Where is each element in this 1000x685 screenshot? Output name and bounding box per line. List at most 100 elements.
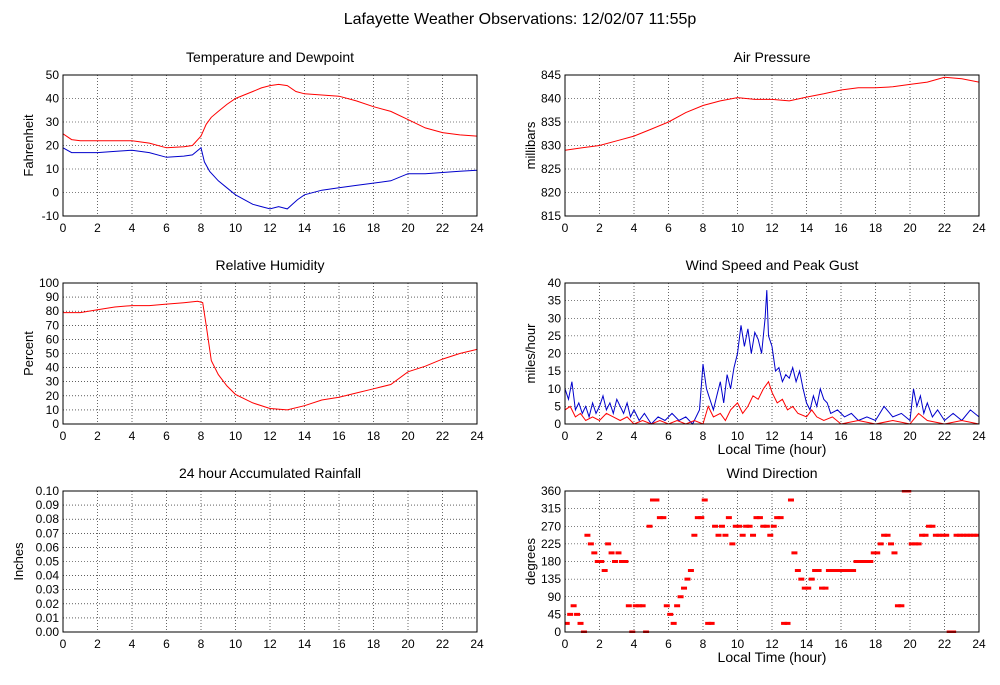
x-tick-label: 2: [94, 637, 101, 651]
x-tick-label: 16: [834, 637, 848, 651]
series-line-0: [565, 76, 979, 151]
x-tick-label: 14: [298, 221, 312, 235]
y-tick-label: 825: [541, 162, 561, 176]
y-tick-label: 0.01: [36, 611, 60, 625]
direction-point: [846, 569, 853, 573]
direction-point: [681, 586, 688, 590]
direction-point: [925, 524, 932, 528]
direction-point: [756, 516, 763, 520]
y-tick-label: 15: [548, 364, 562, 378]
direction-point: [870, 551, 877, 555]
y-tick-label: 30: [46, 115, 60, 129]
plot-frame: [62, 74, 478, 217]
y-tick-label: 845: [541, 68, 561, 82]
y-tick-label: 20: [46, 139, 60, 153]
direction-point: [663, 604, 670, 608]
direction-point: [791, 551, 798, 555]
x-tick-label: 14: [800, 429, 814, 443]
direction-point: [960, 533, 967, 537]
direction-point: [919, 533, 926, 537]
direction-point: [674, 604, 681, 608]
direction-point: [677, 595, 684, 599]
x-tick-label: 0: [562, 637, 569, 651]
x-tick-label: 22: [938, 637, 952, 651]
direction-point: [770, 524, 777, 528]
direction-point: [819, 586, 826, 590]
x-tick-label: 24: [972, 429, 986, 443]
y-tick-label: 0: [554, 625, 561, 639]
x-tick-label: 4: [129, 221, 136, 235]
direction-point: [649, 498, 656, 502]
direction-point: [777, 516, 784, 520]
direction-point: [860, 560, 867, 563]
direction-point: [915, 542, 922, 546]
direction-point: [815, 569, 822, 573]
y-tick-label: 0: [554, 417, 561, 431]
y-tick-label: 0.07: [36, 526, 60, 540]
x-tick-label: 22: [436, 429, 450, 443]
direction-point: [832, 569, 839, 573]
y-tick-label: 60: [46, 332, 60, 346]
direction-point: [936, 533, 943, 537]
series-line-0: [63, 300, 477, 411]
x-tick-label: 8: [700, 637, 707, 651]
x-tick-label: 2: [596, 429, 603, 443]
direction-point: [687, 569, 694, 573]
direction-point: [601, 569, 608, 573]
y-tick-label: 270: [541, 519, 561, 533]
x-tick-label: 8: [700, 429, 707, 443]
direction-point: [884, 533, 891, 537]
direction-point: [836, 569, 843, 573]
series-line-1: [565, 380, 979, 425]
y-tick-label: 360: [541, 484, 561, 498]
direction-point: [708, 621, 715, 625]
direction-point: [729, 542, 736, 546]
direction-point: [743, 524, 750, 528]
direction-point: [867, 560, 874, 563]
direction-point: [853, 560, 860, 563]
direction-point: [567, 612, 574, 616]
x-axis-label: Local Time (hour): [718, 649, 827, 665]
direction-point: [584, 533, 591, 537]
direction-point: [701, 498, 708, 502]
x-tick-label: 24: [470, 637, 484, 651]
direction-point: [953, 533, 960, 537]
direction-point: [888, 542, 895, 546]
page-title: Lafayette Weather Observations: 12/02/07…: [344, 11, 697, 28]
y-tick-label: 10: [548, 382, 562, 396]
x-tick-label: 16: [834, 221, 848, 235]
y-tick-label: 20: [46, 389, 60, 403]
x-tick-label: 8: [198, 221, 205, 235]
x-axis-label: Local Time (hour): [718, 441, 827, 457]
direction-point: [574, 612, 581, 616]
x-tick-label: 18: [367, 637, 381, 651]
y-tick-label: 180: [541, 555, 561, 569]
direction-point: [967, 533, 974, 537]
y-tick-label: 815: [541, 209, 561, 223]
x-tick-label: 24: [972, 221, 986, 235]
direction-point: [598, 560, 605, 563]
x-tick-label: 10: [731, 429, 745, 443]
x-tick-label: 4: [631, 429, 638, 443]
direction-point: [565, 621, 570, 625]
y-tick-label: 0: [52, 186, 59, 200]
direction-point: [843, 569, 850, 573]
y-axis-label: millibars: [523, 121, 538, 169]
y-tick-label: 35: [548, 294, 562, 308]
x-tick-label: 24: [470, 429, 484, 443]
x-tick-label: 20: [903, 221, 917, 235]
x-tick-label: 16: [332, 429, 346, 443]
y-tick-label: 30: [46, 375, 60, 389]
x-tick-label: 10: [229, 221, 243, 235]
y-tick-label: 0.10: [36, 484, 60, 498]
direction-point: [753, 516, 760, 520]
direction-point: [970, 533, 977, 537]
x-tick-label: 16: [332, 637, 346, 651]
x-tick-label: 22: [436, 221, 450, 235]
direction-point: [670, 621, 677, 625]
x-tick-label: 2: [596, 637, 603, 651]
direction-point: [805, 586, 812, 590]
